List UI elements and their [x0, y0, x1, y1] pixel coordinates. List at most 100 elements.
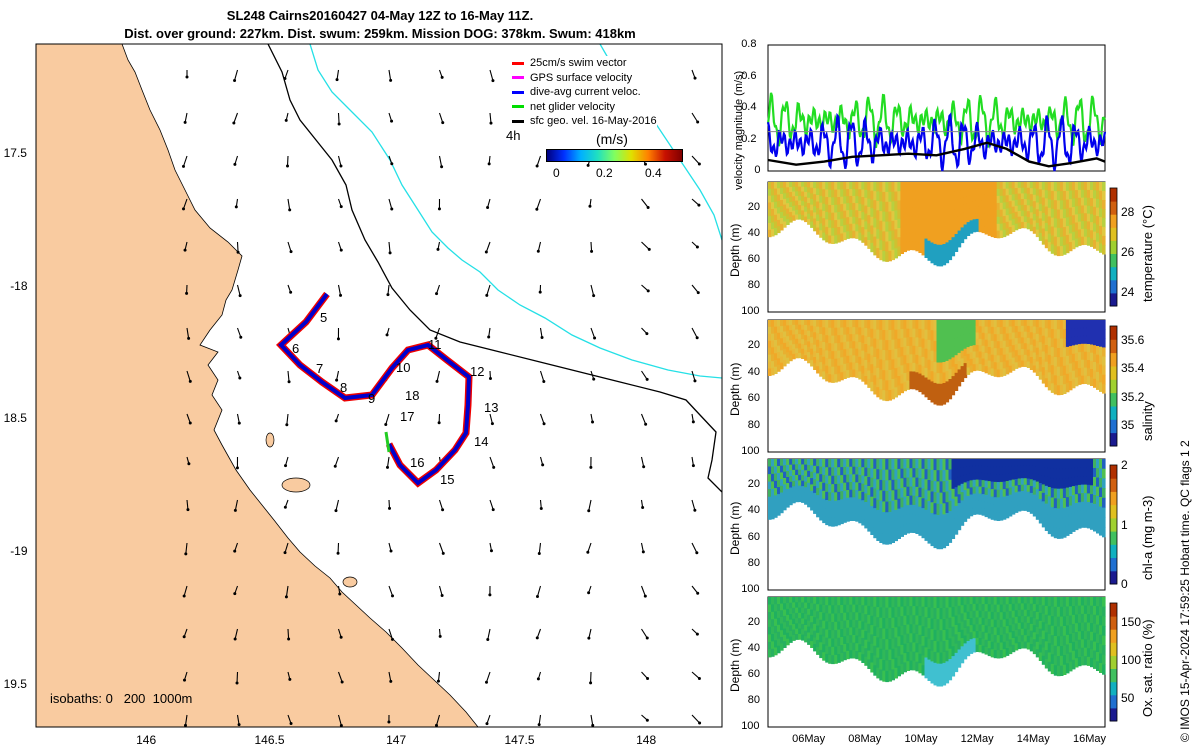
heatmap-cell — [834, 613, 838, 623]
heatmap-cell — [1099, 615, 1103, 626]
heatmap-cell — [897, 468, 901, 480]
heatmap-cell — [912, 232, 916, 242]
heatmap-cell — [993, 355, 998, 363]
heatmap-cell — [996, 474, 1001, 483]
heatmap-cell — [876, 647, 880, 659]
heatmap-cell — [783, 634, 787, 642]
heatmap-cell — [1020, 491, 1025, 498]
current-arrow — [384, 413, 390, 426]
heatmap-cell — [1011, 357, 1016, 365]
heatmap-cell — [801, 634, 805, 641]
current-arrow — [641, 671, 650, 681]
heatmap-cell — [807, 187, 811, 194]
heatmap-cell — [921, 508, 926, 519]
heatmap-cell — [843, 482, 847, 492]
heatmap-cell — [816, 214, 820, 222]
heatmap-cell — [1080, 630, 1085, 640]
heatmap-cell — [999, 466, 1004, 475]
heatmap-cell — [969, 188, 974, 196]
heatmap-cell — [813, 182, 817, 189]
heatmap-cell — [798, 612, 802, 619]
heatmap-cell — [879, 349, 883, 361]
heatmap-cell — [882, 330, 886, 341]
heatmap-cell — [903, 320, 907, 330]
colorbar-segment — [1110, 188, 1117, 202]
heatmap-cell — [783, 628, 787, 636]
heatmap-cell — [984, 220, 989, 228]
heatmap-cell — [936, 255, 941, 267]
heatmap-cell — [813, 486, 817, 494]
heatmap-cell — [906, 624, 910, 635]
heatmap-cell — [939, 459, 944, 471]
heatmap-cell — [918, 663, 922, 674]
heatmap-cell — [1038, 612, 1043, 622]
heatmap-cell — [864, 213, 868, 222]
heatmap-cell — [909, 615, 913, 625]
heatmap-cell — [774, 188, 778, 196]
heatmap-cell — [786, 459, 790, 466]
heatmap-cell — [912, 523, 916, 533]
colorbar-segment — [1110, 570, 1117, 585]
heatmap-cell — [903, 346, 907, 356]
heatmap-cell — [885, 628, 889, 640]
heatmap-cell — [906, 615, 910, 626]
heatmap-cell — [930, 469, 935, 482]
heatmap-cell — [1026, 459, 1031, 467]
heatmap-cell — [1083, 459, 1088, 469]
heatmap-cell — [930, 661, 935, 673]
heatmap-cell — [870, 606, 874, 617]
heatmap-cell — [804, 613, 808, 620]
heatmap-cell — [873, 597, 877, 608]
heatmap-cell — [819, 466, 823, 475]
heatmap-cell — [1086, 597, 1091, 607]
heatmap-cell — [927, 459, 932, 471]
heatmap-cell — [771, 604, 775, 613]
heatmap-cell — [933, 223, 938, 235]
heatmap-cell — [936, 481, 941, 494]
heatmap-cell — [891, 240, 895, 251]
heatmap-cell — [993, 362, 998, 370]
heatmap-cell — [981, 182, 986, 189]
heatmap-cell — [804, 196, 808, 203]
current-arrow — [388, 671, 393, 683]
heatmap-cell — [1099, 355, 1103, 366]
current-arrow — [640, 542, 645, 554]
heatmap-cell — [885, 670, 889, 683]
heatmap-cell — [1102, 635, 1106, 646]
colorbar-segment — [1110, 694, 1117, 709]
heatmap-cell — [816, 625, 820, 634]
heatmap-cell — [930, 523, 935, 536]
heatmap-cell — [1071, 345, 1076, 355]
heatmap-cell — [1099, 364, 1103, 374]
heatmap-cell — [1096, 216, 1100, 226]
heatmap-cell — [1086, 519, 1091, 529]
heatmap-cell — [852, 482, 856, 491]
heatmap-cell — [996, 512, 1001, 521]
heatmap-cell — [1044, 512, 1049, 522]
heatmap-cell — [1008, 182, 1013, 189]
heatmap-cell — [792, 349, 796, 355]
heatmap-cell — [1096, 523, 1100, 534]
heatmap-cell — [810, 634, 814, 642]
heatmap-cell — [1044, 378, 1049, 388]
heatmap-cell — [1090, 467, 1094, 478]
heatmap-cell — [1093, 190, 1097, 200]
heatmap-cell — [894, 489, 898, 501]
heatmap-cell — [915, 320, 919, 330]
heatmap-cell — [996, 362, 1001, 371]
heatmap-cell — [942, 608, 947, 620]
heatmap-cell — [990, 347, 995, 356]
heatmap-cell — [1023, 360, 1028, 367]
heatmap-cell — [822, 364, 826, 372]
heatmap-cell — [969, 220, 974, 228]
heatmap-cell — [1035, 222, 1040, 231]
heatmap-cell — [1014, 362, 1019, 369]
heatmap-cell — [870, 615, 874, 626]
heatmap-cell — [1020, 343, 1025, 350]
heatmap-cell — [780, 505, 784, 514]
heatmap-cell — [792, 320, 796, 326]
heatmap-cell — [1014, 643, 1019, 651]
heatmap-cell — [1050, 526, 1055, 537]
heatmap-cell — [1008, 639, 1013, 648]
heatmap-cell — [876, 200, 880, 211]
